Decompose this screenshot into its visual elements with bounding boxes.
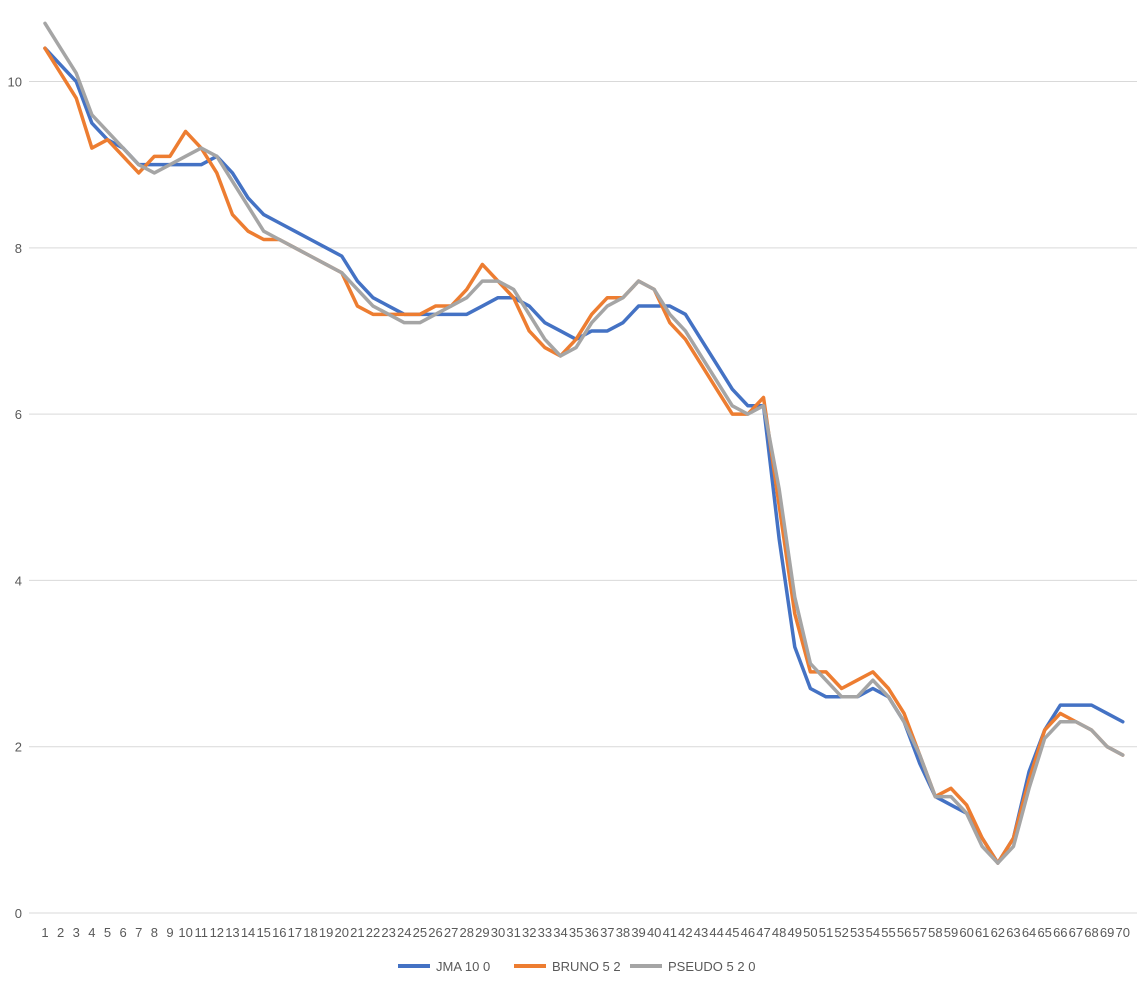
x-tick-label: 8	[151, 925, 158, 940]
x-tick-label: 70	[1116, 925, 1130, 940]
x-axis-tick-labels: 1 2 3 4 5 6 7 8 9 10 11 12 13 14 15 16 17 18 19 20 21 22 23 24 2…	[41, 925, 1130, 940]
x-tick-label: 37	[600, 925, 614, 940]
x-tick-label: 36	[584, 925, 598, 940]
x-tick-label: 17	[288, 925, 302, 940]
x-tick-label: 19	[319, 925, 333, 940]
x-tick-label: 24	[397, 925, 411, 940]
x-tick-label: 27	[444, 925, 458, 940]
x-tick-label: 9	[166, 925, 173, 940]
series-line-2	[43, 46, 1125, 865]
x-tick-label: 60	[959, 925, 973, 940]
x-tick-label: 50	[803, 925, 817, 940]
x-tick-label: 14	[241, 925, 255, 940]
x-tick-label: 26	[428, 925, 442, 940]
x-tick-label: 62	[991, 925, 1005, 940]
x-tick-label: 45	[725, 925, 739, 940]
x-tick-label: 30	[491, 925, 505, 940]
x-tick-label: 3	[73, 925, 80, 940]
y-tick-label: 10	[8, 75, 22, 90]
x-tick-label: 28	[460, 925, 474, 940]
x-tick-label: 34	[553, 925, 567, 940]
legend-label: BRUNO 5 2	[552, 959, 621, 974]
x-tick-label: 55	[881, 925, 895, 940]
x-tick-label: 54	[866, 925, 880, 940]
x-tick-label: 47	[756, 925, 770, 940]
x-tick-label: 2	[57, 925, 64, 940]
x-tick-label: 51	[819, 925, 833, 940]
x-tick-label: 39	[631, 925, 645, 940]
x-tick-label: 6	[119, 925, 126, 940]
legend-label: JMA 10 0	[436, 959, 490, 974]
y-axis-tick-labels: 0 2 4 6 8 10	[8, 75, 22, 921]
x-tick-label: 15	[256, 925, 270, 940]
x-tick-label: 67	[1069, 925, 1083, 940]
x-tick-label: 64	[1022, 925, 1036, 940]
series-line-3	[43, 21, 1125, 865]
x-tick-label: 46	[741, 925, 755, 940]
x-tick-label: 66	[1053, 925, 1067, 940]
x-tick-label: 53	[850, 925, 864, 940]
x-tick-label: 49	[788, 925, 802, 940]
series-lines	[43, 21, 1125, 865]
x-tick-label: 61	[975, 925, 989, 940]
y-tick-label: 8	[15, 241, 22, 256]
x-tick-label: 68	[1084, 925, 1098, 940]
x-tick-label: 13	[225, 925, 239, 940]
x-tick-label: 21	[350, 925, 364, 940]
x-tick-label: 59	[944, 925, 958, 940]
x-tick-label: 48	[772, 925, 786, 940]
x-tick-label: 65	[1037, 925, 1051, 940]
x-tick-label: 58	[928, 925, 942, 940]
x-tick-label: 56	[897, 925, 911, 940]
y-tick-label: 6	[15, 407, 22, 422]
series-line-1	[43, 46, 1125, 865]
x-tick-label: 69	[1100, 925, 1114, 940]
x-tick-label: 1	[41, 925, 48, 940]
x-tick-label: 43	[694, 925, 708, 940]
x-tick-label: 32	[522, 925, 536, 940]
x-tick-label: 33	[538, 925, 552, 940]
x-tick-label: 63	[1006, 925, 1020, 940]
y-tick-label: 0	[15, 906, 22, 921]
y-tick-label: 2	[15, 740, 22, 755]
gridlines	[29, 81, 1137, 914]
x-tick-label: 7	[135, 925, 142, 940]
x-tick-label: 16	[272, 925, 286, 940]
x-tick-label: 38	[616, 925, 630, 940]
legend: JMA 10 0 BRUNO 5 2 PSEUDO 5 2 0	[398, 959, 755, 974]
x-tick-label: 23	[381, 925, 395, 940]
x-tick-label: 44	[709, 925, 723, 940]
x-tick-label: 40	[647, 925, 661, 940]
x-tick-label: 12	[210, 925, 224, 940]
x-tick-label: 22	[366, 925, 380, 940]
x-tick-label: 41	[663, 925, 677, 940]
x-tick-label: 25	[413, 925, 427, 940]
x-tick-label: 35	[569, 925, 583, 940]
x-tick-label: 18	[303, 925, 317, 940]
x-tick-label: 57	[912, 925, 926, 940]
x-tick-label: 4	[88, 925, 95, 940]
x-tick-label: 10	[178, 925, 192, 940]
x-tick-label: 5	[104, 925, 111, 940]
x-tick-label: 42	[678, 925, 692, 940]
legend-label: PSEUDO 5 2 0	[668, 959, 755, 974]
x-tick-label: 29	[475, 925, 489, 940]
x-tick-label: 52	[834, 925, 848, 940]
x-tick-label: 31	[506, 925, 520, 940]
x-tick-label: 11	[194, 925, 208, 940]
y-tick-label: 4	[15, 573, 22, 588]
x-tick-label: 20	[335, 925, 349, 940]
